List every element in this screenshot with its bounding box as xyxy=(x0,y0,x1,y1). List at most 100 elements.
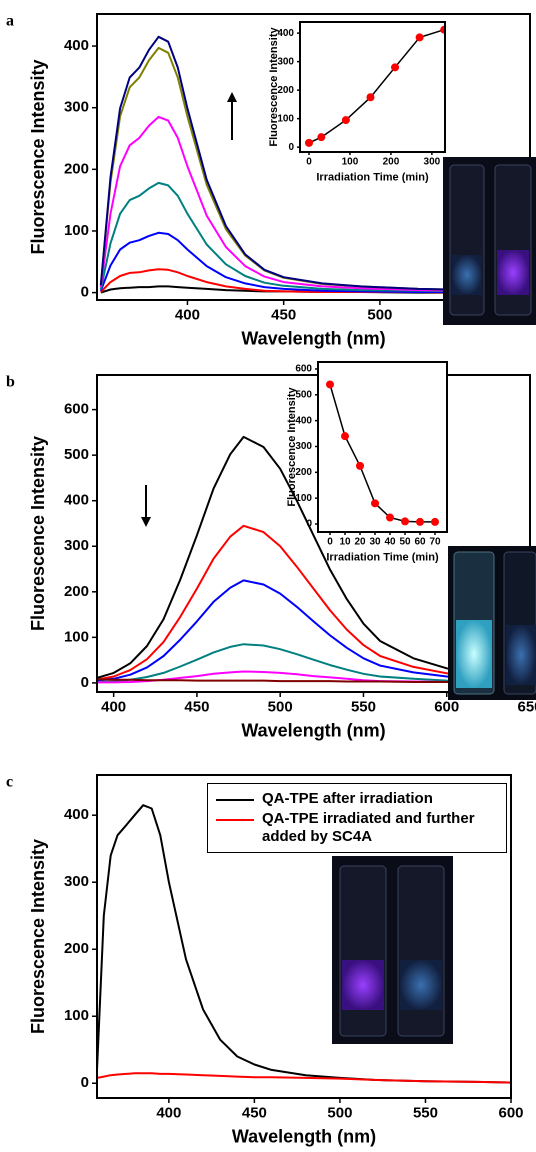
y-axis-title: Fluorescence Intensity xyxy=(28,59,48,254)
plot-area xyxy=(99,35,530,294)
y-tick-label: 0 xyxy=(81,1074,89,1091)
data-point xyxy=(317,133,326,142)
x-tick-label: 0 xyxy=(306,157,312,168)
x-tick-label: 40 xyxy=(384,537,396,548)
x-axis-title: Wavelength (nm) xyxy=(232,1127,376,1147)
legend-label: QA-TPE after irradiation xyxy=(262,790,433,807)
y-tick-label: 0 xyxy=(288,142,294,153)
y-tick-label: 400 xyxy=(64,37,89,54)
x-axis-title: Wavelength (nm) xyxy=(241,329,385,349)
legend-entry: QA-TPE irradiated and further added by S… xyxy=(216,810,498,846)
x-tick-label: 60 xyxy=(414,537,426,548)
y-tick-label: 300 xyxy=(277,56,294,67)
data-point xyxy=(440,25,445,34)
y-tick-label: 100 xyxy=(64,222,89,239)
series-line xyxy=(99,115,530,293)
panel-label: c xyxy=(6,774,13,791)
data-point xyxy=(366,93,375,102)
series-line xyxy=(97,1072,511,1084)
series-line xyxy=(99,231,530,294)
data-point xyxy=(356,461,364,470)
x-tick-label: 300 xyxy=(424,157,441,168)
y-axis-title: Fluorescence Intensity xyxy=(286,387,298,507)
x-axis-title: Irradiation Time (min) xyxy=(326,552,439,564)
plot-frame xyxy=(299,21,446,153)
x-axis-title: Wavelength (nm) xyxy=(241,721,385,741)
plot-area xyxy=(97,435,530,684)
panel: 0 100 200 300 0 100 200 300 400 Irradiation Time … xyxy=(268,21,446,184)
x-tick-label: 450 xyxy=(184,698,209,715)
series-line xyxy=(97,643,530,684)
data-point xyxy=(341,432,349,441)
x-tick-label: 50 xyxy=(399,537,411,548)
series-line xyxy=(97,435,530,682)
data-point xyxy=(416,517,424,526)
plot-frame xyxy=(96,374,531,693)
legend-swatch xyxy=(216,819,254,821)
plot-background xyxy=(318,362,447,532)
legend: QA-TPE after irradiation QA-TPE irradiate… xyxy=(207,783,507,853)
photo-a xyxy=(443,157,536,325)
y-tick-label: 400 xyxy=(64,492,89,509)
x-axis-title: Irradiation Time (min) xyxy=(316,172,429,184)
y-tick-label: 200 xyxy=(295,467,312,478)
y-tick-label: 300 xyxy=(295,441,312,452)
x-tick-label: 30 xyxy=(369,537,381,548)
plot-frame xyxy=(96,774,512,1099)
photo-c xyxy=(332,856,453,1044)
y-tick-label: 100 xyxy=(295,493,312,504)
x-tick-label: 450 xyxy=(271,306,296,323)
x-tick-label: 550 xyxy=(413,1104,438,1121)
series-line xyxy=(99,35,530,293)
legend-label: QA-TPE irradiated and further added by S… xyxy=(262,810,475,845)
arrow-head xyxy=(227,92,237,102)
y-tick-label: 600 xyxy=(64,401,89,418)
x-tick-label: 500 xyxy=(327,1104,352,1121)
data-point xyxy=(401,517,409,526)
data-point xyxy=(341,116,350,125)
data-point xyxy=(415,33,424,42)
x-tick-label: 0 xyxy=(327,537,333,548)
data-point xyxy=(431,517,439,526)
x-tick-label: 100 xyxy=(342,157,359,168)
data-point xyxy=(371,499,379,508)
y-tick-label: 100 xyxy=(277,113,294,124)
x-tick-label: 200 xyxy=(383,157,400,168)
y-tick-label: 200 xyxy=(277,85,294,96)
y-tick-label: 0 xyxy=(306,519,312,530)
photo-b xyxy=(448,546,536,700)
y-tick-label: 300 xyxy=(64,99,89,116)
x-tick-label: 70 xyxy=(429,537,441,548)
data-point xyxy=(326,380,334,389)
x-tick-label: 20 xyxy=(354,537,366,548)
x-tick-label: 500 xyxy=(268,698,293,715)
y-tick-label: 400 xyxy=(277,28,294,39)
y-tick-label: 0 xyxy=(81,674,89,691)
y-tick-label: 200 xyxy=(64,940,89,957)
series-line xyxy=(97,579,530,683)
series-line xyxy=(97,678,530,684)
x-tick-label: 650 xyxy=(517,698,536,715)
plot-area xyxy=(305,25,445,147)
x-tick-label: 500 xyxy=(367,306,392,323)
plot-frame xyxy=(317,361,448,533)
panel: 0 10 20 30 40 50 60 70 0 100 200 300 400 500 600 Irradi… xyxy=(286,361,448,564)
y-tick-label: 100 xyxy=(64,628,89,645)
series-line xyxy=(99,181,530,293)
plot-background xyxy=(300,22,445,152)
y-axis-title: Fluorescence Intensity xyxy=(268,27,280,147)
y-tick-label: 400 xyxy=(295,415,312,426)
y-axis-title: Fluorescence Intensity xyxy=(28,839,48,1034)
y-tick-label: 500 xyxy=(295,389,312,400)
y-tick-label: 200 xyxy=(64,583,89,600)
panel-label: a xyxy=(6,13,14,30)
x-tick-label: 400 xyxy=(101,698,126,715)
x-tick-label: 10 xyxy=(339,537,351,548)
legend-entry: QA-TPE after irradiation xyxy=(216,790,498,808)
plot-area xyxy=(97,804,511,1084)
y-tick-label: 300 xyxy=(64,537,89,554)
y-tick-label: 0 xyxy=(81,284,89,301)
y-tick-label: 100 xyxy=(64,1007,89,1024)
